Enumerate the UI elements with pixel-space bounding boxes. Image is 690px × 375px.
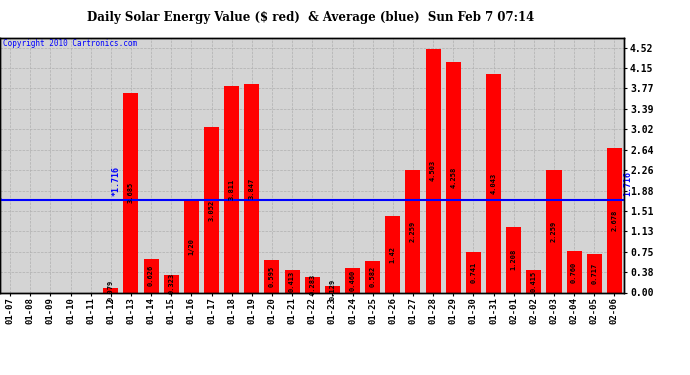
Text: 1.716: 1.716 xyxy=(624,171,633,196)
Text: 4.503: 4.503 xyxy=(430,160,436,181)
Bar xyxy=(325,285,340,292)
Bar xyxy=(204,127,219,292)
Text: 0.595: 0.595 xyxy=(269,266,275,287)
Bar xyxy=(446,62,461,292)
Text: *1.716: *1.716 xyxy=(112,166,121,196)
Bar xyxy=(426,49,441,292)
Bar xyxy=(264,260,279,292)
Bar xyxy=(224,86,239,292)
Bar xyxy=(305,277,319,292)
Text: 4.258: 4.258 xyxy=(451,166,456,188)
Text: 0.415: 0.415 xyxy=(531,271,537,292)
Text: 0.760: 0.760 xyxy=(571,261,577,282)
Bar xyxy=(406,170,420,292)
Text: 2.259: 2.259 xyxy=(410,221,416,242)
Bar xyxy=(486,74,501,292)
Text: 2.678: 2.678 xyxy=(611,209,618,231)
Text: 0.741: 0.741 xyxy=(471,262,476,283)
Bar xyxy=(506,227,521,292)
Bar xyxy=(385,216,400,292)
Text: Copyright 2010 Cartronics.com: Copyright 2010 Cartronics.com xyxy=(3,39,137,48)
Bar xyxy=(104,288,119,292)
Text: 3.685: 3.685 xyxy=(128,182,134,203)
Text: 0.460: 0.460 xyxy=(350,269,355,291)
Text: 0.129: 0.129 xyxy=(329,278,335,300)
Text: 3.847: 3.847 xyxy=(249,178,255,199)
Bar xyxy=(586,254,602,292)
Text: 0.717: 0.717 xyxy=(591,262,598,284)
Text: 1.208: 1.208 xyxy=(511,249,517,270)
Bar xyxy=(184,201,199,292)
Bar xyxy=(244,84,259,292)
Bar xyxy=(546,170,562,292)
Bar xyxy=(164,275,179,292)
Text: 3.811: 3.811 xyxy=(228,179,235,200)
Text: 1/20: 1/20 xyxy=(188,238,195,255)
Text: 0.079: 0.079 xyxy=(108,280,114,301)
Bar xyxy=(144,259,159,292)
Bar xyxy=(566,251,582,292)
Bar xyxy=(124,93,139,292)
Text: 1.42: 1.42 xyxy=(390,246,396,262)
Text: 0.413: 0.413 xyxy=(289,271,295,292)
Text: Daily Solar Energy Value ($ red)  & Average (blue)  Sun Feb 7 07:14: Daily Solar Energy Value ($ red) & Avera… xyxy=(87,11,534,24)
Bar xyxy=(345,268,360,292)
Bar xyxy=(365,261,380,292)
Text: 4.043: 4.043 xyxy=(491,172,497,194)
Text: 0.283: 0.283 xyxy=(309,274,315,296)
Text: 0.323: 0.323 xyxy=(168,273,174,294)
Bar xyxy=(284,270,299,292)
Text: 0.582: 0.582 xyxy=(370,266,375,287)
Text: 2.259: 2.259 xyxy=(551,221,557,242)
Bar xyxy=(607,147,622,292)
Bar xyxy=(526,270,542,292)
Text: 0.626: 0.626 xyxy=(148,265,154,286)
Text: 3.052: 3.052 xyxy=(208,199,215,220)
Bar xyxy=(466,252,481,292)
